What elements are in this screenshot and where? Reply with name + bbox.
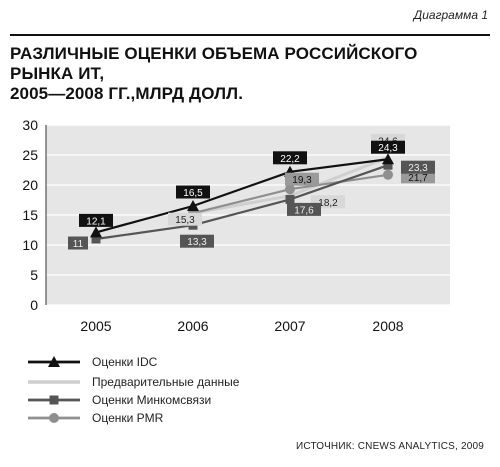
legend-swatch-idc: [28, 356, 80, 367]
y-tick-label: 0: [30, 297, 38, 313]
point-pmr: [383, 169, 393, 180]
y-tick-label: 5: [30, 267, 38, 283]
point-minkomsvyaz: [91, 234, 101, 244]
data-label-pmr: 19,3: [285, 172, 319, 186]
x-tick-label: 2008: [372, 318, 403, 334]
legend-label-idc: Оценки IDC: [92, 355, 158, 369]
data-label-text: 13,3: [187, 237, 207, 248]
series-line-minkomsvyaz: [95, 164, 389, 241]
data-label-idc: 24,3: [371, 140, 405, 154]
data-label-box: [273, 151, 307, 165]
source-note: ИСТОЧНИК: CNEWS ANALYTICS, 2009: [295, 441, 484, 452]
data-label-text: 11: [73, 239, 84, 250]
circle-marker-icon: [49, 413, 59, 423]
data-label-minkomsvyaz: 23,3: [401, 160, 435, 174]
data-label-text: 21,7: [408, 173, 428, 184]
legend-item-minkomsvyaz: Оценки Минкомсвязи: [26, 392, 326, 408]
legend-label-preliminary: Предварительные данные: [92, 375, 240, 389]
data-label-text: 12,1: [86, 216, 106, 227]
data-label-preliminary: 15,3: [168, 212, 202, 226]
data-label-box: [371, 140, 405, 154]
y-tick-label: 15: [22, 207, 38, 223]
data-label-text: 18,2: [318, 198, 338, 209]
data-label-text: 22,2: [280, 154, 300, 165]
data-label-text: 17,6: [294, 205, 314, 216]
data-label-box: [401, 160, 435, 174]
y-tick-label: 20: [22, 177, 38, 193]
data-label-text: 23,3: [408, 163, 428, 174]
data-label-text: 19,3: [292, 175, 312, 186]
legend-swatch-pmr: [28, 413, 80, 423]
data-label-box: [180, 234, 214, 248]
header-rule: [10, 34, 490, 36]
data-label-text: 16,5: [183, 188, 203, 199]
legend-swatch-preliminary: [28, 380, 80, 384]
point-minkomsvyaz: [285, 194, 295, 204]
y-tick-label: 30: [22, 117, 38, 133]
chart-title-line-2: 2005—2008 ГГ.,МЛРД ДОЛЛ.: [10, 84, 244, 103]
point-minkomsvyaz: [383, 160, 393, 170]
legend-label-minkomsvyaz: Оценки Минкомсвязи: [92, 393, 212, 407]
data-label-box: [285, 172, 319, 186]
chart-title-line-1: РАЗЛИЧНЫЕ ОЦЕНКИ ОБЪЕМА РОССИЙСКОГО РЫНК…: [10, 44, 418, 83]
data-label-text: 24,3: [378, 143, 398, 154]
y-tick-label: 25: [22, 147, 38, 163]
data-label-box: [68, 236, 88, 250]
legend-item-preliminary: Предварительные данные: [26, 374, 326, 390]
square-marker-icon: [49, 395, 59, 405]
series-line-idc: [95, 158, 389, 234]
data-label-box: [287, 202, 321, 216]
chart-title: РАЗЛИЧНЫЕ ОЦЕНКИ ОБЪЕМА РОССИЙСКОГО РЫНК…: [10, 44, 480, 104]
data-label-idc: 12,1: [79, 213, 113, 227]
x-tick-label: 2005: [80, 318, 111, 334]
point-idc: [382, 153, 394, 165]
point-idc: [187, 200, 199, 211]
triangle-marker-icon: [48, 356, 60, 367]
x-tick-label: 2006: [177, 318, 208, 334]
data-label-minkomsvyaz: 11: [68, 236, 88, 250]
legend-swatch-minkomsvyaz: [28, 395, 80, 405]
data-label-minkomsvyaz: 13,3: [180, 234, 214, 248]
chart-area: 051015202530200520062007200815,318,224,6…: [0, 100, 480, 355]
diagram-label: Диаграмма 1: [413, 8, 488, 22]
legend-item-idc: Оценки IDC: [26, 354, 326, 370]
data-label-idc: 16,5: [176, 185, 210, 199]
legend-item-pmr: Оценки PMR: [26, 410, 326, 426]
data-label-text: 15,3: [175, 215, 195, 226]
point-idc: [90, 226, 102, 238]
data-label-box: [79, 213, 113, 227]
y-tick-label: 10: [22, 237, 38, 253]
data-label-box: [176, 185, 210, 199]
x-tick-label: 2007: [274, 318, 305, 334]
data-label-box: [168, 212, 202, 226]
legend-label-pmr: Оценки PMR: [92, 411, 164, 425]
point-pmr: [285, 184, 295, 195]
data-label-idc: 22,2: [273, 151, 307, 165]
data-label-minkomsvyaz: 17,6: [287, 202, 321, 216]
line-chart: 051015202530200520062007200815,318,224,6…: [22, 117, 450, 334]
